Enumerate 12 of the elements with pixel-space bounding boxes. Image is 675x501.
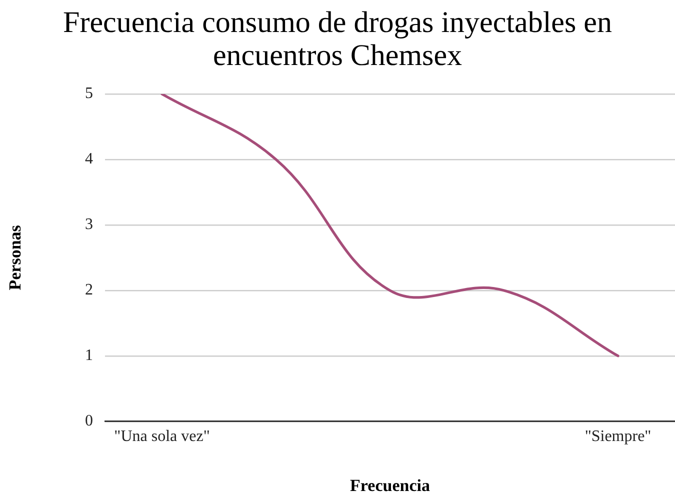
- y-axis-title: Personas: [6, 224, 25, 290]
- x-tick-label: "Siempre": [584, 428, 652, 446]
- y-tick-label: 4: [85, 150, 93, 168]
- x-tick-label: "Una sola vez": [114, 428, 210, 446]
- y-tick-label: 2: [85, 282, 93, 299]
- y-tick-label: 3: [85, 216, 93, 234]
- x-axis-title: Frecuencia: [350, 476, 430, 496]
- chart-title: Frecuencia consumo de drogas inyectables en encuentros Chemsex: [62, 6, 613, 72]
- y-tick-label: 5: [85, 85, 93, 102]
- y-tick-label: 0: [85, 412, 93, 430]
- y-tick-label: 1: [85, 347, 93, 364]
- line-series: [160, 94, 620, 358]
